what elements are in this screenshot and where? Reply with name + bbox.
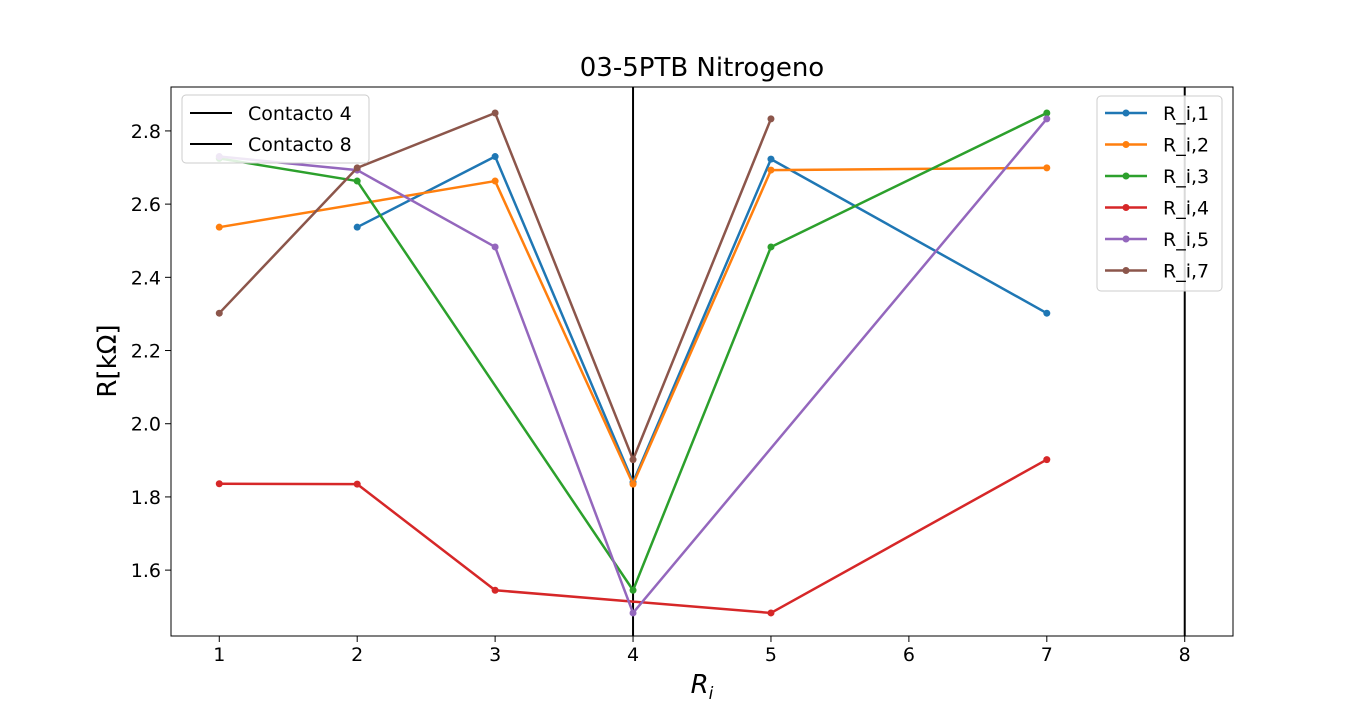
data-point bbox=[491, 243, 499, 251]
data-point bbox=[491, 586, 499, 594]
data-point bbox=[629, 456, 637, 464]
data-point bbox=[629, 586, 637, 594]
y-tick-label: 2.4 bbox=[131, 267, 161, 289]
series-legend-label: R_i,1 bbox=[1163, 103, 1209, 125]
series-legend-label: R_i,2 bbox=[1163, 135, 1209, 157]
series-6 bbox=[215, 109, 775, 464]
data-point bbox=[491, 153, 499, 161]
vline-legend: Contacto 4 Contacto 8 bbox=[181, 94, 370, 164]
data-point bbox=[767, 243, 775, 251]
y-tick-label: 1.6 bbox=[131, 560, 161, 582]
series-legend-label: R_i,4 bbox=[1163, 198, 1209, 220]
y-tick-label: 1.8 bbox=[131, 487, 161, 509]
plot-frame bbox=[170, 86, 1234, 637]
series-layer bbox=[215, 109, 1051, 617]
y-axis: 1.6 1.8 2.0 2.2 2.4 2.6 2.8 bbox=[131, 121, 171, 582]
y-tick-label: 2.0 bbox=[131, 414, 161, 436]
y-tick-label: 2.2 bbox=[131, 341, 161, 363]
x-tick-label: 8 bbox=[1179, 644, 1191, 666]
data-point bbox=[353, 164, 361, 172]
x-axis-label-main: R bbox=[691, 670, 709, 700]
x-tick-label: 3 bbox=[489, 644, 501, 666]
data-point bbox=[767, 166, 775, 174]
data-point bbox=[629, 480, 637, 488]
data-point bbox=[353, 177, 361, 185]
series-legend-marker bbox=[1122, 141, 1130, 148]
series-legend-marker bbox=[1122, 204, 1130, 211]
x-axis: 1 2 3 4 5 6 7 8 bbox=[213, 636, 1191, 666]
data-point bbox=[215, 480, 223, 488]
plot-area: 1 2 3 4 5 6 7 8 1.6 1.8 2.0 2.2 2.4 2.6 2.8 bbox=[131, 86, 1234, 666]
data-point bbox=[215, 309, 223, 317]
series-legend-marker bbox=[1122, 267, 1130, 274]
data-point bbox=[767, 155, 775, 163]
x-tick-label: 7 bbox=[1041, 644, 1053, 666]
series-legend-marker bbox=[1122, 235, 1130, 243]
vline-legend-label: Contacto 4 bbox=[248, 103, 352, 125]
series-legend-label: R_i,7 bbox=[1163, 261, 1209, 283]
series-legend-label: R_i,5 bbox=[1163, 229, 1209, 251]
data-point bbox=[491, 109, 499, 117]
data-point bbox=[767, 609, 775, 617]
series-legend-label: R_i,3 bbox=[1163, 166, 1209, 188]
data-point bbox=[491, 177, 499, 185]
data-point bbox=[1043, 109, 1051, 117]
y-tick-label: 2.6 bbox=[131, 194, 161, 216]
series-4 bbox=[215, 456, 1051, 617]
series-legend-marker bbox=[1122, 109, 1130, 117]
data-point bbox=[353, 480, 361, 488]
series-line bbox=[356, 155, 1048, 484]
y-tick-label: 2.8 bbox=[131, 121, 161, 143]
x-tick-label: 6 bbox=[903, 644, 915, 666]
x-axis-label: Ri bbox=[691, 670, 714, 704]
data-point bbox=[1043, 115, 1051, 123]
data-point bbox=[1043, 456, 1051, 464]
data-point bbox=[215, 223, 223, 231]
data-point bbox=[629, 609, 637, 617]
y-axis-label: R[kΩ] bbox=[93, 324, 123, 397]
x-tick-label: 4 bbox=[627, 644, 639, 666]
series-1 bbox=[353, 153, 1051, 486]
x-tick-label: 2 bbox=[351, 644, 363, 666]
data-point bbox=[1043, 164, 1051, 172]
x-tick-label: 1 bbox=[213, 644, 225, 666]
data-point bbox=[353, 223, 361, 231]
x-tick-label: 5 bbox=[765, 644, 777, 666]
series-legend: R_i,1 R_i,2 R_i,3 R_i,4 R_i,5 R_i,7 bbox=[1096, 95, 1223, 292]
series-legend-marker bbox=[1122, 172, 1130, 180]
chart-title: 03-5PTB Nitrogeno bbox=[580, 53, 824, 83]
data-point bbox=[767, 115, 775, 123]
data-point bbox=[1043, 309, 1051, 317]
x-axis-label-subscript: i bbox=[709, 684, 714, 704]
vline-legend-label: Contacto 8 bbox=[248, 134, 352, 156]
